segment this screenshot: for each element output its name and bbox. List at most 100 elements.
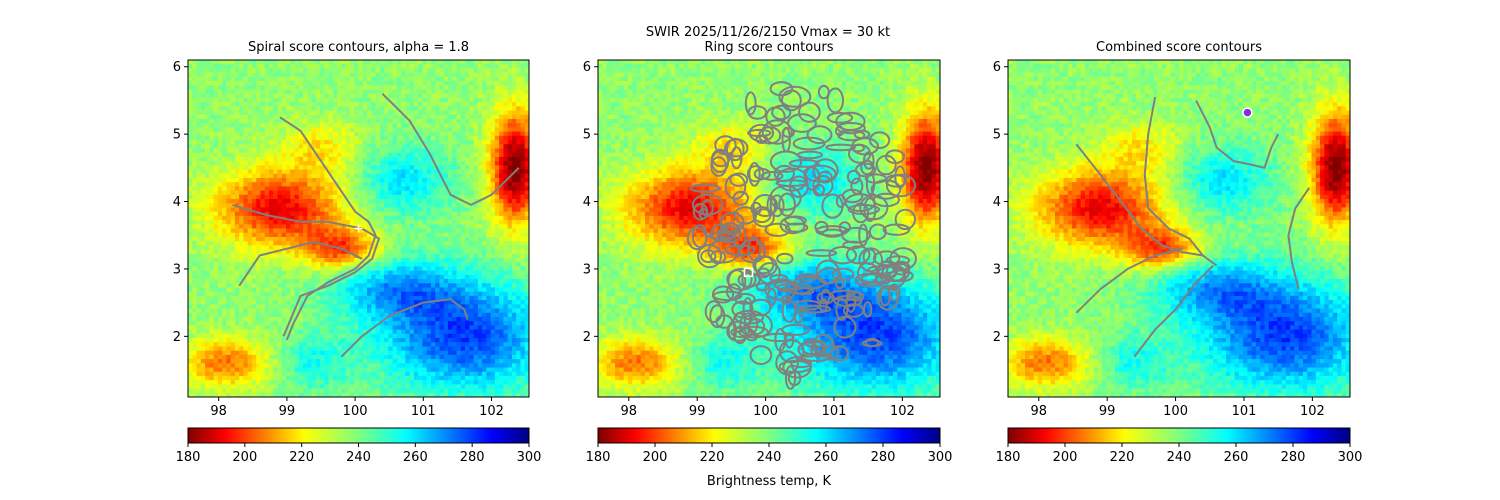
ring-contour [747,318,766,336]
ring-contour [750,201,762,216]
ring-contour [835,194,846,208]
ring-contour [729,172,749,187]
colorbar-tick-label: 220 [700,450,725,465]
ring-contour [826,111,854,124]
ring-contour [747,128,772,138]
ring-contour [747,236,762,261]
ring-contour [778,85,812,108]
ring-contour [836,122,866,135]
ring-contour [709,304,726,329]
ring-contour [814,220,829,234]
axes-frame [187,59,530,398]
x-tick-label: 99 [279,404,296,419]
panel-3: Combined score contours 98 99 100 101 102 2 3 4 5… [993,40,1363,465]
ring-contour [760,171,784,181]
ring-contour [869,131,891,149]
ring-contour [778,192,796,217]
ring-contour [765,106,786,127]
ring-contour [784,282,813,295]
ring-contour [863,197,877,222]
ring-contour [769,274,789,283]
heatmap-image [188,60,529,397]
colorbar-tick-label: 260 [1224,450,1249,465]
ring-contour [863,151,875,170]
ring-contour [796,150,823,160]
ring-contour [761,119,793,145]
x-tick-label: 102 [479,404,504,419]
y-tick-label: 2 [993,330,1001,345]
ring-contour [872,250,901,267]
colorbar-tick-label: 300 [1338,450,1363,465]
x-tick-label: 99 [689,404,706,419]
y-tick-label: 6 [173,60,181,75]
ring-contour [859,194,889,221]
ring-contour [689,183,721,193]
ring-contour [842,303,865,318]
ring-contour [894,208,916,231]
colorbar-tick-label: 240 [1167,450,1192,465]
panel-title: Combined score contours [1096,40,1262,55]
ring-contour [738,325,769,339]
colorbar-tick-label: 300 [517,450,542,465]
colorbar-tick-label: 220 [1110,450,1135,465]
spiral-arm-2 [232,203,380,337]
x-tick-label: 102 [890,404,915,419]
ring-contour [833,295,863,307]
ring-contour [766,195,777,216]
ring-contour [857,262,879,285]
ring-contour [787,113,817,133]
ring-contour [781,298,797,323]
ring-contour [719,211,745,233]
ring-contour [804,166,821,191]
ring-contour [781,323,811,336]
colorbar-tick-label: 300 [928,450,953,465]
colorbar-gradient [1007,427,1351,444]
heatmap-image [1008,60,1350,397]
ring-contour [755,267,771,279]
ring-contour [749,345,773,366]
center-marker [743,267,754,278]
colorbar-tick-label: 200 [643,450,668,465]
ring-contours [686,81,917,390]
ring-contour [712,290,743,301]
ring-contour [755,282,771,292]
ring-contour [889,247,917,271]
ring-contour [769,81,794,97]
y-tick-label: 5 [173,128,181,143]
combined-arm-3 [1075,247,1183,314]
colorbar-label: Brightness temp, K [707,474,832,489]
ring-contour [730,146,743,170]
y-tick-label: 4 [583,195,591,210]
ring-contour [710,156,728,177]
y-tick-label: 3 [993,262,1001,277]
panel-title: Spiral score contours, alpha = 1.8 [248,40,469,55]
ring-contour [726,137,745,162]
ring-contour [701,199,714,217]
combined-arm-6 [1287,187,1310,290]
ring-contour [775,350,799,376]
x-tick-label: 100 [753,404,778,419]
ring-contour [825,143,856,152]
y-tick-label: 2 [583,330,591,345]
colorbar-tick-label: 260 [814,450,839,465]
ring-contour [766,287,777,306]
ring-contour [697,244,723,269]
ring-contour [790,359,812,369]
colorbar: 180 200 220 240 260 280 300 [586,427,953,465]
ring-contour [714,135,737,156]
x-tick-label: 102 [1300,404,1325,419]
colorbar-tick-label: 240 [346,450,371,465]
ring-contour [812,334,835,357]
axes-frame [1007,59,1351,398]
y-tick-label: 4 [993,195,1001,210]
panel-2: Ring score contours 98 99 100 101 102 2 3 4 5 6 180… [583,40,953,465]
ring-contour [748,123,775,143]
ring-contour [746,165,765,183]
suptitle: SWIR 2025/11/26/2150 Vmax = 30 kt [646,25,890,40]
ring-contour [776,252,794,265]
ring-contour [716,229,734,243]
panel-title: Ring score contours [704,40,833,55]
colorbar: 180 200 220 240 260 280 300 [996,427,1363,465]
y-tick-label: 6 [993,60,1001,75]
y-tick-label: 3 [583,262,591,277]
